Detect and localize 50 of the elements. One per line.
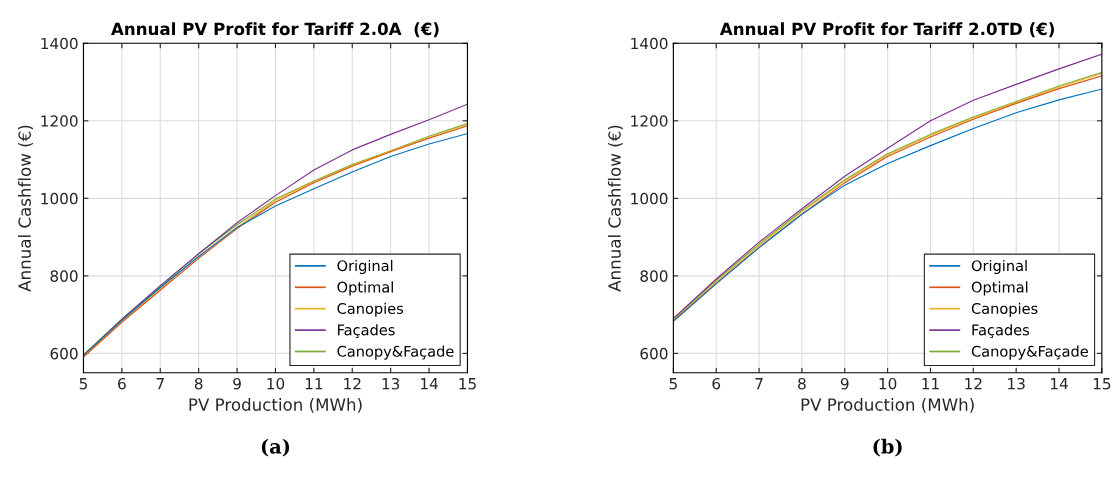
chart-title: Annual PV Profit for Tariff 2.0TD (€) — [719, 22, 1054, 38]
text: (a) — [261, 438, 290, 457]
x-tick-label: 13 — [382, 377, 400, 390]
x-tick-label: 8 — [798, 377, 806, 390]
y-tick-label: 1400 — [631, 37, 668, 50]
x-tick-label: 12 — [965, 377, 982, 390]
legend-label: Canopy&Façade — [337, 345, 454, 360]
legend-label: Original — [337, 259, 393, 275]
x-tick-label: 10 — [267, 377, 285, 390]
x-tick-label: 14 — [421, 378, 438, 390]
y-tick-label: 1200 — [631, 115, 668, 127]
x-tick-label: 15 — [459, 378, 476, 390]
x-tick-label: 6 — [712, 377, 721, 390]
x-tick-label: 7 — [755, 378, 763, 390]
legend-label: Façades — [338, 324, 395, 339]
text: (b) — [873, 438, 902, 457]
x-tick-label: 15 — [1093, 378, 1111, 390]
y-tick-label: 1000 — [41, 192, 78, 205]
x-tick-label: 11 — [922, 378, 939, 390]
legend-label: Canopy&Façade — [971, 345, 1088, 360]
x-tick-label: 9 — [840, 377, 849, 390]
x-axis-title: PV Production (MWh) — [189, 397, 362, 413]
x-tick-label: 12 — [344, 377, 361, 390]
y-tick-label: 600 — [640, 347, 668, 360]
legend-label: Canopies — [971, 302, 1038, 317]
y-tick-label: 600 — [50, 347, 78, 360]
x-tick-label: 10 — [879, 377, 897, 390]
legend-label: Canopies — [337, 302, 404, 317]
legend-label: Façades — [972, 324, 1030, 339]
y-tick-label: 1200 — [41, 115, 78, 127]
x-tick-label: 5 — [79, 378, 87, 390]
legend-label: Optimal — [971, 281, 1028, 296]
y-tick-label: 1000 — [631, 192, 668, 205]
x-tick-label: 7 — [156, 378, 164, 390]
x-tick-label: 13 — [1008, 377, 1025, 390]
x-tick-label: 9 — [233, 377, 241, 390]
legend-label: Original — [971, 259, 1027, 275]
chart-title: Annual PV Profit for Tariff 2.0A (€) — [111, 22, 439, 38]
y-axis-title: Annual Cashflow (€) — [18, 125, 33, 292]
y-tick-label: 800 — [640, 270, 668, 282]
x-axis-title: PV Production (MWh) — [801, 397, 974, 413]
y-tick-label: 800 — [50, 270, 78, 282]
x-tick-label: 14 — [1050, 378, 1068, 390]
x-tick-label: 5 — [669, 378, 677, 390]
x-tick-label: 8 — [194, 377, 203, 390]
x-tick-label: 11 — [305, 378, 323, 390]
y-axis-title: Annual Cashflow (€) — [607, 125, 623, 292]
y-tick-label: 1400 — [41, 37, 78, 50]
legend-label: Optimal — [337, 281, 393, 296]
x-tick-label: 6 — [118, 377, 126, 390]
